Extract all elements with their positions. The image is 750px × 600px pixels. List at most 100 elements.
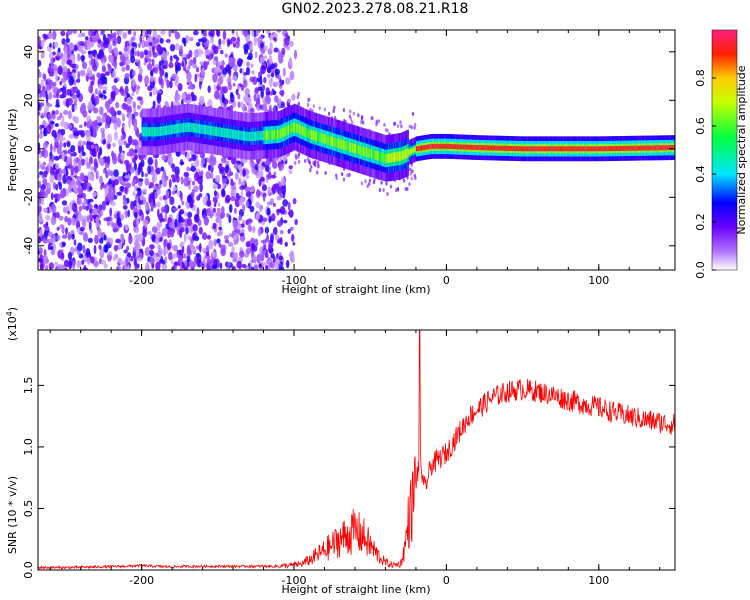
spectrogram-band-cell — [648, 145, 651, 151]
spectrogram-cell — [262, 217, 268, 222]
spectrogram-cell — [245, 200, 249, 208]
spectrogram-cell — [239, 167, 243, 177]
spectrogram-cell — [158, 75, 163, 86]
spectrogram-cell — [91, 93, 95, 104]
spectrogram-cell — [233, 163, 237, 169]
spectrogram-cell — [178, 255, 183, 265]
spectrogram-cell — [252, 225, 256, 234]
spectrogram-cell — [74, 104, 78, 111]
spectrogram-cell — [93, 203, 98, 209]
spectrogram-cell — [41, 91, 46, 98]
spectrogram-cell — [383, 122, 386, 127]
spectrogram-cell — [65, 159, 69, 167]
spectrogram-band-cell — [184, 122, 186, 133]
spectrogram-band-cell — [274, 129, 277, 140]
spectrogram-band-cell — [478, 145, 480, 151]
spectrogram-cell — [144, 246, 150, 257]
spectrogram-cell — [204, 48, 210, 57]
spectrogram-band-cell — [374, 150, 377, 160]
spectrogram-band-cell — [433, 143, 435, 149]
spectrogram-band-cell — [244, 131, 246, 141]
spectrogram-cell — [164, 212, 168, 223]
spectrogram-band-cell — [585, 146, 587, 152]
spectrogram-band-cell — [187, 122, 190, 132]
spectrogram-cell — [171, 253, 178, 259]
spectrogram-band-cell — [364, 147, 367, 157]
spectrogram-band-cell — [473, 144, 475, 150]
spectrogram-cell — [137, 85, 141, 90]
spectrogram-band-cell — [211, 126, 213, 136]
spectrogram-cell — [234, 197, 241, 208]
spectrogram-band-cell — [591, 146, 594, 152]
spectrogram-cell — [219, 262, 223, 270]
spectrogram-cell — [40, 195, 44, 206]
spectrogram-cell — [73, 239, 77, 246]
spectrogram-cell — [42, 254, 49, 265]
spectrogram-cell — [134, 211, 138, 219]
spectrogram-cell — [197, 175, 203, 185]
spectrogram-cell — [251, 243, 255, 250]
spectrogram-band-cell — [163, 126, 166, 136]
spectrogram-band-cell — [518, 146, 520, 152]
spectrogram-cell — [64, 45, 68, 54]
spectrogram-band-cell — [333, 137, 335, 147]
spectrogram-cell — [249, 205, 255, 213]
spectrogram-band-cell — [346, 141, 349, 151]
spectrogram-cell — [221, 93, 225, 104]
spectrogram-cell — [264, 226, 270, 234]
spectrogram-cell — [136, 128, 140, 138]
spectrogram-band-cell — [657, 145, 659, 151]
spectrogram-cell — [216, 210, 222, 218]
spectrogram-cell — [172, 264, 176, 270]
spectrogram-cell — [58, 154, 62, 160]
spectrogram-band-cell — [476, 145, 479, 151]
spectrogram-cell — [291, 93, 296, 101]
spectrogram-cell — [120, 152, 125, 162]
spectrogram-cell — [95, 170, 99, 180]
spectrogram-cell — [103, 263, 108, 269]
spectrogram-band-cell — [268, 130, 271, 140]
spectrogram-cell — [111, 222, 117, 229]
spectrogram-cell — [279, 229, 284, 235]
spectrogram-cell — [66, 59, 72, 65]
spectrogram-cell — [239, 101, 245, 108]
spectrogram-band-cell — [318, 132, 321, 142]
spectrogram-cell — [94, 95, 100, 106]
spectrogram-cell — [58, 215, 64, 221]
spectrogram-band-cell — [379, 151, 381, 162]
spectrogram-band-cell — [571, 146, 574, 152]
spectrogram-cell — [251, 186, 255, 193]
spectrogram-cell — [55, 109, 59, 115]
spectrogram-band-cell — [447, 143, 450, 149]
snr-chart: -200 -100 0 100 0.00.51.01.5 Height of stra… — [5, 307, 676, 596]
spectrogram-band-cell — [285, 126, 288, 136]
spectrogram-cell — [186, 151, 190, 161]
y-tick-label: 0.5 — [22, 500, 35, 518]
spectrogram-cell — [102, 86, 108, 91]
spectrogram-band-cell — [339, 139, 341, 149]
spectrogram-cell — [124, 94, 128, 98]
spectrogram-cell — [142, 188, 147, 194]
spectrogram-band-cell — [456, 144, 458, 150]
spectrogram-cell — [67, 52, 71, 59]
spectrogram-cell — [284, 36, 290, 46]
spectrogram-cell — [136, 104, 141, 110]
spectrogram-cell — [293, 49, 298, 60]
spectrogram-band-cell — [570, 146, 573, 152]
spectrogram-cell — [88, 119, 92, 125]
spectrogram-band-cell — [167, 125, 169, 135]
spectrogram-cell — [143, 49, 149, 56]
spectrogram-cell — [181, 92, 187, 101]
spectrogram-band-cell — [289, 124, 291, 134]
spectrogram-cell — [313, 163, 317, 168]
spectrogram-band-cell — [507, 145, 509, 151]
spectrogram-cell — [234, 172, 239, 180]
spectrogram-band-cell — [203, 124, 206, 135]
spectrogram-cell — [266, 207, 271, 216]
spectrogram-cell — [186, 53, 191, 60]
spectrogram-cell — [227, 261, 231, 267]
spectrogram-cell — [287, 211, 293, 216]
spectrogram-band-cell — [426, 144, 429, 150]
spectrogram-cell — [231, 246, 235, 253]
spectrogram-cell — [92, 64, 98, 72]
